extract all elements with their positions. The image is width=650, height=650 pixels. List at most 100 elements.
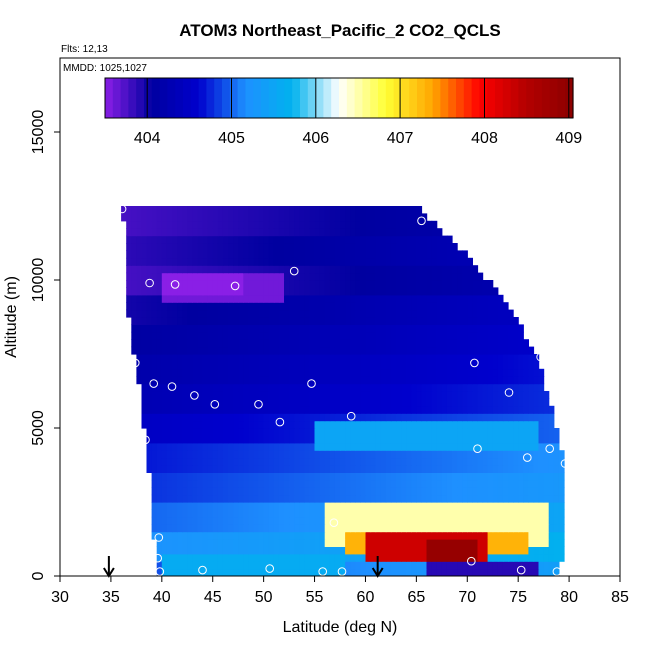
heatmap-cell: [156, 346, 163, 355]
heatmap-cell: [396, 257, 402, 266]
heatmap-cell: [533, 398, 540, 407]
heatmap-cell: [340, 339, 346, 348]
observation-point: [545, 444, 555, 454]
heatmap-cell: [141, 206, 148, 214]
heatmap-cell: [243, 280, 249, 288]
heatmap-cell: [141, 257, 148, 266]
heatmap-cell: [345, 265, 351, 274]
heatmap-cell: [172, 531, 178, 540]
heatmap-cell: [396, 376, 402, 385]
heatmap-cell: [222, 516, 229, 525]
heatmap-cell: [146, 420, 153, 429]
heatmap-cell: [406, 546, 412, 555]
heatmap-cell: [156, 235, 163, 244]
heatmap-cell: [380, 561, 387, 570]
heatmap-cell: [126, 309, 132, 318]
heatmap-cell: [375, 524, 382, 533]
heatmap-cell: [457, 324, 463, 333]
heatmap-cell: [406, 413, 412, 422]
heatmap-cell: [411, 509, 417, 518]
heatmap-cell: [360, 383, 367, 392]
heatmap-cell: [340, 472, 346, 481]
heatmap-cell: [268, 309, 275, 318]
heatmap-cell: [436, 546, 443, 555]
heatmap-cell: [350, 331, 356, 340]
heatmap-cell: [263, 309, 270, 318]
heatmap-cell: [197, 265, 204, 274]
heatmap-cell: [355, 294, 361, 303]
heatmap-cell: [233, 391, 239, 399]
heatmap-cell: [416, 257, 423, 266]
heatmap-cell: [263, 465, 270, 473]
heatmap-cell: [217, 553, 224, 562]
heatmap-cell: [482, 376, 489, 385]
heatmap-cell: [207, 309, 214, 318]
heatmap-cell: [324, 405, 331, 414]
x-tick-label: 85: [611, 589, 629, 606]
heatmap-cell: [436, 509, 443, 518]
heatmap-cell: [543, 524, 550, 533]
heatmap-cell: [436, 250, 443, 259]
heatmap-cell: [304, 428, 311, 436]
heatmap-cell: [238, 391, 244, 399]
heatmap-cell: [396, 324, 402, 333]
heatmap-cell: [243, 213, 249, 222]
heatmap-cell: [278, 220, 285, 229]
heatmap-cell: [518, 442, 524, 451]
heatmap-cell: [278, 206, 285, 214]
heatmap-cell: [177, 524, 183, 533]
heatmap-cell: [238, 524, 244, 533]
heatmap-cell: [182, 317, 188, 325]
heatmap-cell: [309, 539, 316, 547]
heatmap-cell: [385, 420, 392, 429]
heatmap-cell: [360, 346, 367, 355]
heatmap-cell: [390, 568, 397, 576]
heatmap-cell: [172, 568, 178, 576]
heatmap-cell: [365, 516, 372, 525]
heatmap-cell: [406, 472, 412, 481]
heatmap-cell: [284, 383, 290, 392]
heatmap-cell: [136, 302, 143, 311]
heatmap-cell: [345, 220, 351, 229]
heatmap-cell: [253, 257, 260, 266]
heatmap-cell: [334, 243, 341, 251]
heatmap-cell: [289, 265, 295, 274]
heatmap-cell: [457, 561, 463, 570]
heatmap-cell: [441, 287, 448, 296]
heatmap-cell: [390, 442, 397, 451]
heatmap-cell: [355, 442, 361, 451]
heatmap-cell: [172, 435, 178, 444]
heatmap-cell: [345, 361, 351, 370]
heatmap-cell: [355, 206, 361, 214]
heatmap-cell: [482, 516, 489, 525]
heatmap-cell: [350, 294, 356, 303]
heatmap-cell: [197, 531, 204, 540]
heatmap-cell: [278, 324, 285, 333]
heatmap-cell: [375, 346, 382, 355]
heatmap-cell: [233, 331, 239, 340]
heatmap-cell: [426, 405, 433, 414]
heatmap-cell: [396, 317, 402, 325]
heatmap-cell: [370, 354, 377, 362]
heatmap-cell: [212, 561, 219, 570]
heatmap-cell: [380, 546, 387, 555]
heatmap-cell: [477, 494, 484, 503]
heatmap-cell: [166, 368, 173, 377]
heatmap-cell: [222, 250, 229, 259]
heatmap-cell: [421, 324, 428, 333]
heatmap-cell: [319, 354, 326, 362]
heatmap-cell: [426, 287, 433, 296]
heatmap-cell: [390, 531, 397, 540]
heatmap-cell: [182, 213, 188, 222]
heatmap-cell: [350, 494, 356, 503]
heatmap-cell: [385, 502, 392, 510]
heatmap-cell: [258, 391, 265, 399]
heatmap-cell: [172, 265, 178, 274]
heatmap-cell: [228, 235, 234, 244]
heatmap-cell: [406, 235, 412, 244]
heatmap-cell: [289, 516, 295, 525]
heatmap-cell: [324, 324, 331, 333]
heatmap-cell: [462, 294, 468, 303]
heatmap-cell: [233, 546, 239, 555]
